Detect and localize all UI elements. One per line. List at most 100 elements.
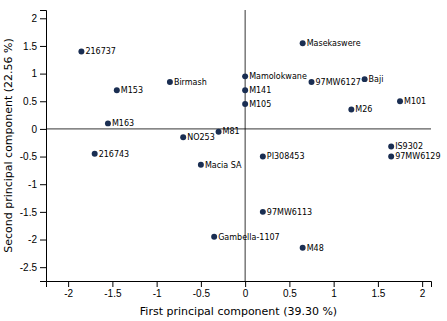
y-axis: -2.5 -2 -1.5 -1 -0.5 0 0.5 1 1.5 2 [20,11,47,282]
x-axis: -2 -1.5 -1 -0.5 0 0.5 1 1.5 2 [47,281,432,299]
y-tick: -0.5 [20,151,46,162]
y-tick: 0 [31,124,46,135]
point [300,245,306,251]
y-tick-label: 1 [31,68,37,79]
y-tick-label: -2 [28,234,37,245]
point [388,144,394,150]
y-tick-label: -2.5 [20,262,38,273]
y-tick-mark [40,46,46,47]
point-label: M153 [121,86,143,95]
x-tick-mark [378,281,379,287]
y-tick: 1.5 [23,41,46,52]
x-tick-mark [157,281,158,287]
point-label: Masekaswere [307,39,361,48]
point [260,154,266,160]
y-tick-mark [40,267,46,268]
y-tick-mark [40,240,46,241]
x-tick-label: 0 [243,288,249,299]
point-label: 97MW6113 [267,208,312,217]
point [211,234,217,240]
point-label: Baji [369,75,384,84]
point-label: Macia SA [205,161,242,170]
y-tick: 2 [31,13,46,24]
x-tick: 2 [420,281,426,299]
point [260,209,266,215]
y-tick: -1 [28,179,46,190]
x-tick: -2 [64,281,73,299]
y-tick-label: -1 [28,179,37,190]
point [105,120,111,126]
x-tick-label: 2 [420,288,426,299]
point [180,134,186,140]
point [198,162,204,168]
point-label: M163 [112,119,134,128]
x-tick: 0.5 [283,281,297,299]
y-tick-label: 2 [31,13,37,24]
point-label: 97MW6129 [395,152,440,161]
x-tick-mark [422,281,423,287]
point-label: PI308453 [267,152,305,161]
point [397,98,403,104]
y-tick-mark [40,18,46,19]
point-label: IS9302 [395,142,423,151]
point-label: M105 [249,100,271,109]
x-tick-mark [334,281,335,287]
point-label: 97MW6127 [316,78,361,87]
point-label: Birmash [174,78,207,87]
point [78,48,84,54]
y-tick-label: -1.5 [20,207,38,218]
x-tick-mark [289,281,290,287]
point [92,151,98,157]
x-tick-label: -2 [64,288,73,299]
y-tick: -2.5 [20,262,46,273]
point-label: 216737 [85,47,116,56]
x-tick: 1 [331,281,337,299]
x-tick-mark [201,281,202,287]
point [114,87,120,93]
y-tick: -1.5 [20,207,46,218]
x-tick-label: 1 [331,288,337,299]
x-axis-title: First principal component (39.30 %) [140,305,337,318]
y-tick-mark [40,157,46,158]
x-tick-label: -0.5 [193,288,211,299]
y-tick-mark [40,101,46,102]
chart: -2 -1.5 -1 -0.5 0 0.5 1 1.5 2 -2.5 -2 -1.5 -1 -0.5 0 0.… [0,0,447,321]
x-tick: -0.5 [193,281,211,299]
point-label: M26 [355,105,372,114]
point-label: M141 [249,86,271,95]
x-tick-label: 1.5 [371,288,385,299]
point [167,79,173,85]
point [242,101,248,107]
y-tick-label: 1.5 [23,41,37,52]
point [388,154,394,160]
point-labels: 216737 M153 Birmash M163 NO253 216743 Macia SA… [85,39,440,253]
point [242,73,248,79]
point-label: Mamolokwane [249,72,307,81]
y-tick: 0.5 [23,96,46,107]
x-axis-line [47,282,432,288]
point-label: M48 [307,244,324,253]
x-tick: -1.5 [104,281,122,299]
x-tick: 1.5 [371,281,385,299]
y-tick-mark [40,212,46,213]
x-tick-mark [112,281,113,287]
points [78,40,403,251]
point [216,129,222,135]
y-tick-label: 0 [31,124,37,135]
y-tick: -2 [28,234,46,245]
y-tick-mark [40,184,46,185]
point [300,40,306,46]
point [362,76,368,82]
y-tick-label: 0.5 [23,96,37,107]
y-axis-line [40,11,47,282]
x-tick: -1 [153,281,162,299]
y-tick-label: -0.5 [20,151,38,162]
x-tick-mark [68,281,69,287]
y-tick-mark [40,74,46,75]
point-label: 216743 [99,150,130,159]
plot: -2 -1.5 -1 -0.5 0 0.5 1 1.5 2 -2.5 -2 -1.5 -1 -0.5 0 0.… [20,10,441,299]
point [348,107,354,113]
point-label: NO253 [187,133,215,142]
point-label: M101 [404,97,426,106]
point [309,79,315,85]
